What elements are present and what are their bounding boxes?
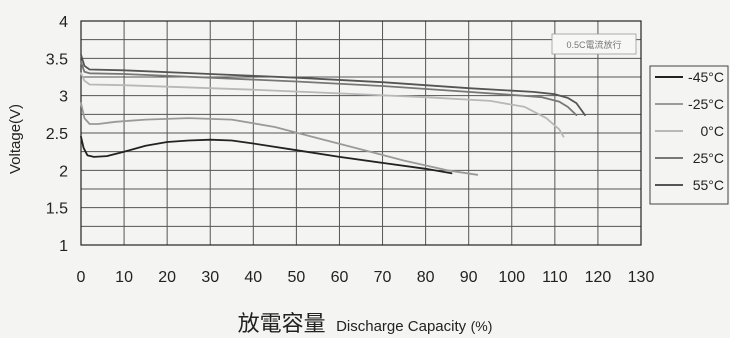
legend-label: -45°C (688, 69, 724, 85)
legend-label: -25°C (688, 96, 724, 112)
series-line (80, 102, 479, 176)
y-tick-label: 1 (59, 238, 68, 255)
x-axis-title-cn: 放電容量 (238, 311, 326, 336)
x-tick-labels: 0 10 20 30 40 50 60 70 80 90 100 110 120 130 (77, 269, 655, 286)
series-layer (80, 53, 586, 176)
y-tick-label: 2.5 (46, 126, 68, 143)
x-tick-label: 20 (158, 269, 176, 286)
y-tick-label: 3 (59, 89, 68, 106)
series-line (80, 61, 578, 116)
plot-area-frame (80, 20, 642, 246)
y-tick-label: 3.5 (46, 51, 68, 68)
x-tick-label: 110 (542, 269, 568, 286)
grid (81, 21, 641, 245)
y-axis-title: Voltage(V) (7, 104, 24, 174)
y-tick-labels: 1 1.5 2 2.5 3 3.5 4 (46, 14, 68, 255)
x-tick-label: 10 (115, 269, 133, 286)
legend: -45°C -25°C 0°C 25°C 55°C (649, 65, 729, 205)
legend-label: 0°C (701, 123, 725, 139)
legend-frame (649, 65, 729, 205)
x-tick-label: 50 (287, 269, 305, 286)
x-tick-label: 130 (628, 269, 655, 286)
x-axis-title-en: Discharge Capacity (336, 318, 467, 335)
y-tick-label: 1.5 (46, 201, 68, 218)
series-line (80, 53, 586, 116)
y-tick-label: 2 (59, 163, 68, 180)
legend-label: 25°C (693, 150, 724, 166)
x-tick-label: 30 (201, 269, 219, 286)
x-tick-label: 120 (585, 269, 612, 286)
x-tick-label: 60 (331, 269, 349, 286)
x-tick-label: 40 (244, 269, 262, 286)
x-axis-title-unit: (%) (471, 318, 493, 334)
series-line (80, 72, 565, 138)
x-axis-title: 放電容量 Discharge Capacity (%) (238, 311, 493, 336)
annotation-box: 0.5C電流放行 (551, 33, 637, 55)
legend-label: 55°C (693, 177, 724, 193)
y-tick-label: 4 (59, 14, 68, 31)
annotation-text: 0.5C電流放行 (566, 39, 621, 50)
x-tick-label: 0 (77, 269, 86, 286)
x-tick-label: 100 (498, 269, 525, 286)
x-tick-label: 70 (374, 269, 392, 286)
x-tick-label: 90 (460, 269, 478, 286)
x-tick-label: 80 (417, 269, 435, 286)
annotation-frame (551, 33, 637, 55)
series-line (80, 135, 453, 175)
